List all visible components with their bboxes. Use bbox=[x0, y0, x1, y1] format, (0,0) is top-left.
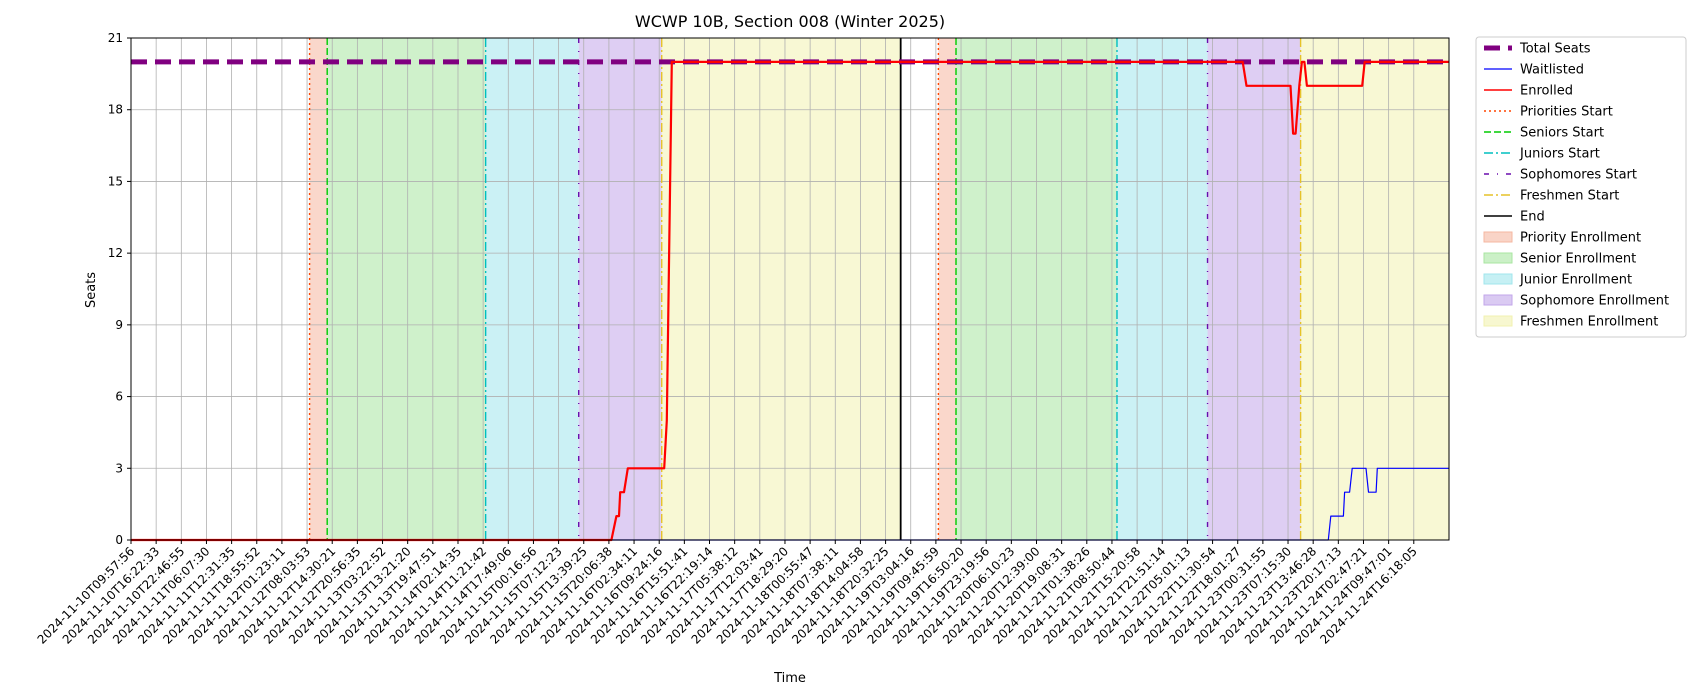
legend-swatch bbox=[1483, 294, 1513, 306]
period-sophomore-enrollment bbox=[578, 38, 662, 540]
legend: Total Seats Waitlisted Enrolled Priorities … bbox=[1475, 36, 1687, 338]
legend-swatch bbox=[1483, 231, 1513, 243]
chart-title: WCWP 10B, Section 008 (Winter 2025) bbox=[635, 12, 945, 31]
y-tick-label: 6 bbox=[115, 390, 123, 404]
legend-label: Senior Enrollment bbox=[1520, 252, 1636, 267]
legend-label: Freshmen Start bbox=[1520, 189, 1619, 204]
legend-label: Waitlisted bbox=[1520, 63, 1584, 78]
y-tick-label: 15 bbox=[108, 174, 123, 188]
series-enrolled bbox=[131, 60, 1449, 542]
legend-label: Juniors Start bbox=[1519, 147, 1600, 162]
legend-label: Enrolled bbox=[1520, 84, 1573, 99]
y-tick-label: 21 bbox=[108, 31, 123, 45]
period-freshmen-enrollment bbox=[661, 38, 901, 540]
y-tick-label: 18 bbox=[108, 103, 123, 117]
legend-label: Priorities Start bbox=[1520, 105, 1613, 120]
legend-swatch bbox=[1483, 315, 1513, 327]
legend-label: Sophomores Start bbox=[1520, 168, 1637, 183]
y-tick-label: 12 bbox=[108, 246, 123, 260]
y-axis-title: Seats bbox=[84, 272, 99, 308]
x-axis-title: Time bbox=[773, 671, 806, 686]
plot-area: 0369121518212024-11-10T09:57:562024-11-1… bbox=[35, 31, 1450, 647]
period-junior-enrollment bbox=[485, 38, 579, 540]
period-sophomore-enrollment bbox=[1207, 38, 1301, 540]
y-tick-label: 9 bbox=[115, 318, 123, 332]
period-priority-enrollment bbox=[938, 38, 957, 540]
period-senior-enrollment bbox=[327, 38, 486, 540]
legend-label: Seniors Start bbox=[1520, 126, 1604, 141]
legend-label: Freshmen Enrollment bbox=[1520, 315, 1658, 330]
plot-frame bbox=[130, 37, 1450, 541]
legend-label: Sophomore Enrollment bbox=[1520, 294, 1669, 309]
legend-label: Junior Enrollment bbox=[1519, 273, 1632, 288]
y-tick-label: 0 bbox=[115, 533, 123, 547]
legend-swatch bbox=[1483, 252, 1513, 264]
legend-box bbox=[1475, 36, 1687, 338]
period-freshmen-enrollment bbox=[1300, 38, 1449, 540]
legend-swatch bbox=[1483, 273, 1513, 285]
y-tick-label: 3 bbox=[115, 461, 123, 475]
series-waitlisted bbox=[131, 467, 1449, 541]
period-priority-enrollment bbox=[309, 38, 328, 540]
legend-label: End bbox=[1520, 210, 1545, 225]
legend-label: Total Seats bbox=[1519, 42, 1591, 57]
legend-label: Priority Enrollment bbox=[1520, 231, 1641, 246]
